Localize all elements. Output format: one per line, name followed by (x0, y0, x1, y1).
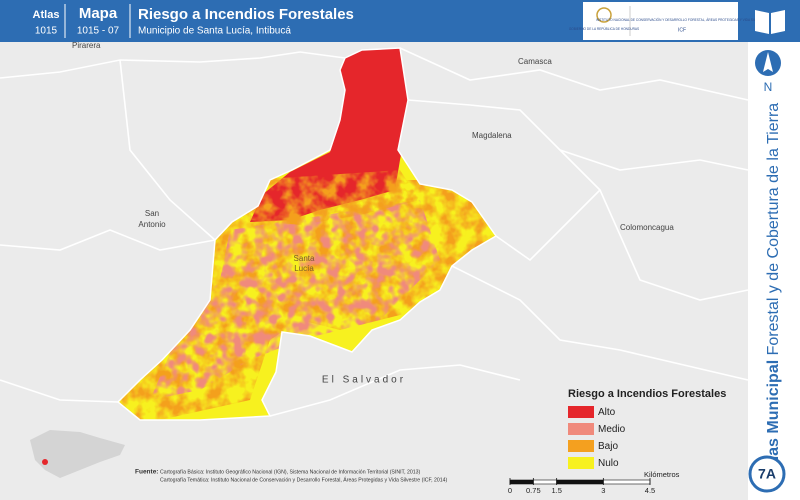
place-label: Colomoncagua (620, 223, 674, 232)
legend-label: Bajo (598, 441, 618, 452)
scale-label: 4.5 (645, 486, 655, 495)
page-badge (748, 455, 786, 493)
legend-label: Medio (598, 424, 626, 435)
place-label: Camasca (518, 57, 552, 66)
municipal-borders (0, 47, 749, 417)
map-subtitle: Municipio de Santa Lucía, Intibucá (138, 26, 291, 37)
place-label: El Salvador (322, 375, 406, 386)
legend: Riesgo a Incendios Forestales Alto Medio B… (568, 388, 726, 469)
legend-swatch (568, 440, 594, 452)
scale-unit: Kilómetros (644, 470, 680, 479)
side-title: Atlas Municipal Forestal y de Cobertura … (765, 103, 782, 477)
place-label: Santa (294, 254, 315, 263)
sources-label: Fuente: (135, 469, 158, 476)
scale-label: 1.5 (551, 486, 561, 495)
legend-swatch (568, 457, 594, 469)
legend-swatch (568, 423, 594, 435)
place-label: Magdalena (472, 131, 512, 140)
legend-label: Nulo (598, 458, 619, 469)
legend-label: Alto (598, 407, 616, 418)
source-line: Cartografía Básica: Instituto Geográfico… (160, 469, 421, 475)
scale-label: 0.75 (526, 486, 541, 495)
scale-segment (603, 479, 651, 485)
logo-text: ICF (678, 27, 686, 33)
north-arrow-needle (763, 52, 773, 72)
page-label: 7A (758, 466, 776, 482)
scale-segment (533, 479, 557, 485)
risk-medio (150, 200, 440, 400)
map-title: Riesgo a Incendios Forestales (138, 6, 354, 23)
risk-alto-edge (250, 170, 420, 225)
book-icon (755, 10, 785, 34)
logo-text: GOBIERNO DE LA REPÚBLICA DE HONDURAS (569, 26, 639, 31)
map-number: 1015 - 07 (77, 26, 120, 37)
map-label: Mapa (79, 5, 118, 22)
scale-segment (509, 479, 534, 485)
place-label: Lucía (294, 264, 314, 273)
legend-swatch (568, 406, 594, 418)
inset-location (42, 459, 48, 465)
logo-text: INSTITUTO NACIONAL DE CONSERVACIÓN Y DES… (596, 17, 768, 22)
scale-bar: 0 0.75 1.5 3 4.5 Kilómetros (508, 470, 680, 495)
atlas-number: 1015 (35, 26, 58, 37)
side-title-bold: Atlas Municipal (765, 360, 782, 477)
place-label: San (145, 209, 159, 218)
north-label: N (764, 80, 773, 94)
place-labels: Pirarera Camasca Magdalena San Antonio S… (72, 41, 674, 386)
scale-label: 3 (601, 486, 605, 495)
municipality-border (116, 47, 498, 421)
place-label: Antonio (138, 220, 166, 229)
side-title-regular: Forestal y de Cobertura de la Tierra (765, 103, 782, 356)
legend-title: Riesgo a Incendios Forestales (568, 388, 726, 400)
coat-of-arms (596, 7, 612, 23)
atlas-label: Atlas (33, 9, 60, 21)
scale-segment (556, 479, 604, 485)
place-label: Pirarera (72, 41, 101, 50)
scale-label: 0 (508, 486, 512, 495)
inset-map (30, 430, 125, 478)
sidebar (748, 42, 800, 500)
source-line: Cartografía Temática: Instituto Nacional… (160, 476, 448, 483)
